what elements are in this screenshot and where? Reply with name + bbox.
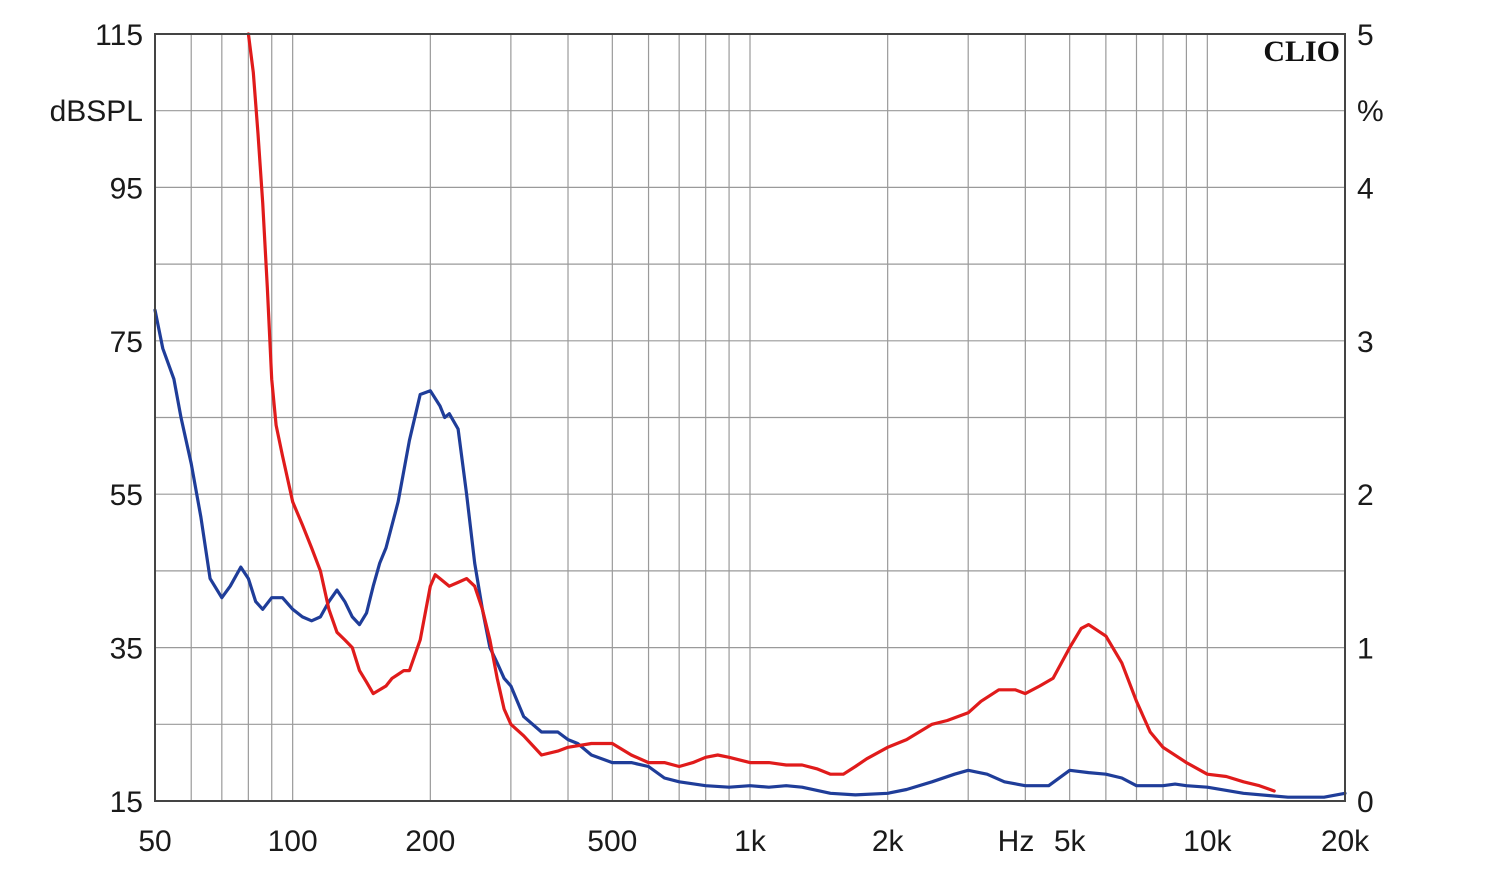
y-left-tick-label: 15 [110, 786, 143, 819]
x-tick-labels: 50 100 200 500 1k 2k 5k 10k 20k [138, 825, 1370, 858]
x-tick-label: 2k [872, 825, 905, 858]
y-left-tick-label: 35 [110, 633, 143, 666]
y-right-tick-labels: 5 4 3 2 1 0 [1357, 19, 1374, 819]
x-axis-label: Hz [998, 825, 1035, 858]
y-left-tick-label: 115 [95, 19, 143, 52]
x-tick-label: 1k [734, 825, 767, 858]
y-right-tick-label: 1 [1357, 633, 1374, 666]
y-right-tick-label: 4 [1357, 172, 1374, 205]
x-tick-label: 50 [138, 825, 171, 858]
y-left-axis-label: dBSPL [50, 95, 143, 128]
y-right-tick-label: 2 [1357, 479, 1374, 512]
x-tick-label: 10k [1183, 825, 1232, 858]
x-tick-label: 100 [268, 825, 318, 858]
x-tick-label: 20k [1321, 825, 1370, 858]
chart-grid [155, 34, 1345, 801]
series-line-red [246, 32, 1276, 793]
y-right-tick-label: 0 [1357, 786, 1374, 819]
y-left-tick-label: 95 [110, 172, 143, 205]
y-right-tick-label: 5 [1357, 19, 1374, 52]
y-right-axis-label: % [1357, 95, 1384, 128]
x-tick-label: 200 [405, 825, 455, 858]
x-tick-label: 5k [1054, 825, 1087, 858]
y-left-tick-label: 55 [110, 479, 143, 512]
clio-brand-label: CLIO [1263, 35, 1340, 68]
y-right-tick-label: 3 [1357, 326, 1374, 359]
y-left-tick-label: 75 [110, 326, 143, 359]
series-line-blue [153, 308, 1347, 799]
plot-frame [154, 33, 1346, 802]
x-tick-label: 500 [587, 825, 637, 858]
chart-series [153, 32, 1347, 799]
y-left-tick-labels: 115 95 75 55 35 15 [95, 19, 143, 819]
